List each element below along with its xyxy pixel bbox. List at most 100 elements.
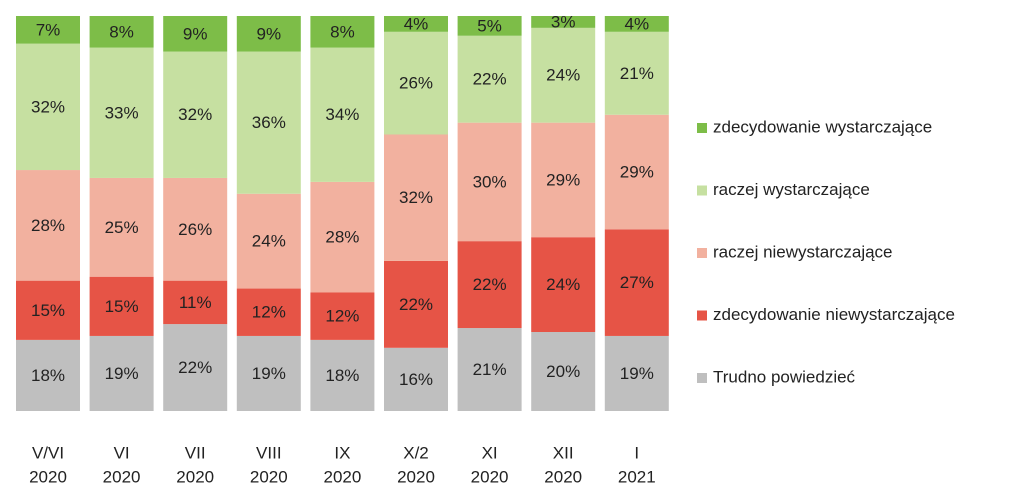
data-label: 4% xyxy=(625,14,650,33)
data-label: 19% xyxy=(620,364,654,383)
x-tick-label: V/VI xyxy=(32,443,64,462)
bar-segment xyxy=(310,47,375,182)
bar-segment xyxy=(457,35,522,123)
bar-segment xyxy=(236,288,301,336)
x-tick-label: XI xyxy=(482,443,498,462)
data-label: 28% xyxy=(325,228,359,247)
data-label: 3% xyxy=(551,12,576,31)
data-label: 7% xyxy=(36,20,61,39)
x-tick-label: VIII xyxy=(256,443,282,462)
bar-segment xyxy=(310,339,375,411)
data-label: 26% xyxy=(178,220,212,239)
data-label: 16% xyxy=(399,370,433,389)
data-label: 5% xyxy=(477,16,502,35)
data-label: 9% xyxy=(257,24,282,43)
x-tick-label: VI xyxy=(114,443,130,462)
bar-segment xyxy=(163,324,228,411)
data-label: 25% xyxy=(105,218,139,237)
data-label: 28% xyxy=(31,216,65,235)
data-label: 18% xyxy=(31,366,65,385)
legend-swatch xyxy=(697,310,707,321)
bar-segment xyxy=(457,328,522,411)
legend-label: Trudno powiedzieć xyxy=(713,367,856,386)
x-tick-label: I xyxy=(634,443,639,462)
data-label: 24% xyxy=(252,232,286,251)
bar-segment xyxy=(89,177,154,277)
legend-swatch xyxy=(697,185,707,196)
bar-segment xyxy=(16,170,80,281)
bar-segment xyxy=(16,16,80,44)
legend-swatch xyxy=(697,248,707,258)
data-label: 15% xyxy=(105,297,139,316)
data-label: 18% xyxy=(325,366,359,385)
data-label: 11% xyxy=(179,293,212,312)
bar-segment xyxy=(531,27,596,123)
bar-segment xyxy=(384,260,448,348)
data-label: 22% xyxy=(473,70,507,89)
bar-segment xyxy=(604,229,669,336)
data-label: 4% xyxy=(404,14,429,33)
data-label: 32% xyxy=(399,188,433,207)
data-label: 20% xyxy=(546,362,580,381)
legend-label: zdecydowanie niewystarczające xyxy=(713,305,955,324)
data-label: 34% xyxy=(325,105,359,124)
bar-segment xyxy=(310,292,375,340)
data-label: 8% xyxy=(109,22,134,41)
data-label: 32% xyxy=(31,97,65,116)
x-tick-label: 2020 xyxy=(323,467,361,486)
bar-segment xyxy=(163,177,228,281)
x-tick-label: 2020 xyxy=(544,467,582,486)
legend-swatch xyxy=(697,123,707,133)
bar-segment xyxy=(531,16,596,28)
bar-segment xyxy=(16,339,80,411)
x-tick-label: 2020 xyxy=(103,467,141,486)
bar-segment xyxy=(236,193,301,289)
x-tick-label: 2020 xyxy=(471,467,509,486)
bar-segment xyxy=(604,114,669,230)
data-label: 8% xyxy=(330,22,355,41)
data-label: 12% xyxy=(252,303,286,322)
bar-segment xyxy=(16,280,80,340)
bar-segment xyxy=(163,16,228,52)
bar-segment xyxy=(310,16,375,48)
bar-segment xyxy=(236,51,301,194)
x-tick-label: 2021 xyxy=(618,467,656,486)
data-label: 21% xyxy=(473,360,507,379)
x-tick-label: X/2 xyxy=(403,443,429,462)
data-label: 19% xyxy=(252,364,286,383)
x-tick-label: 2020 xyxy=(397,467,435,486)
bar-segment xyxy=(236,16,301,52)
legend-label: raczej niewystarczające xyxy=(713,242,893,261)
x-tick-label: XII xyxy=(553,443,574,462)
bar-segment xyxy=(457,241,522,329)
data-label: 32% xyxy=(178,105,212,124)
bar-segment xyxy=(531,122,596,238)
data-label: 15% xyxy=(31,301,65,320)
bar-segment xyxy=(163,280,228,325)
bar-segment xyxy=(89,276,154,336)
bar-segment xyxy=(89,335,154,411)
data-label: 27% xyxy=(620,273,654,292)
x-tick-label: 2020 xyxy=(250,467,288,486)
data-label: 33% xyxy=(105,103,139,122)
legend-label: raczej wystarczające xyxy=(713,180,870,199)
data-label: 36% xyxy=(252,113,286,132)
data-label: 22% xyxy=(473,275,507,294)
bar-segment xyxy=(89,47,154,178)
bar-segment xyxy=(163,51,228,178)
bar-segment xyxy=(236,335,301,411)
x-tick-label: IX xyxy=(334,443,350,462)
bar-segment xyxy=(457,122,522,242)
bar-segment xyxy=(457,16,522,36)
data-label: 24% xyxy=(546,275,580,294)
data-label: 22% xyxy=(399,295,433,314)
bar-segment xyxy=(531,237,596,332)
data-label: 26% xyxy=(399,74,433,93)
data-label: 22% xyxy=(178,358,212,377)
data-label: 9% xyxy=(183,24,208,43)
data-label: 19% xyxy=(105,364,139,383)
data-label: 30% xyxy=(473,172,507,191)
legend-label: zdecydowanie wystarczające xyxy=(713,117,932,136)
bar-segment xyxy=(604,16,669,32)
